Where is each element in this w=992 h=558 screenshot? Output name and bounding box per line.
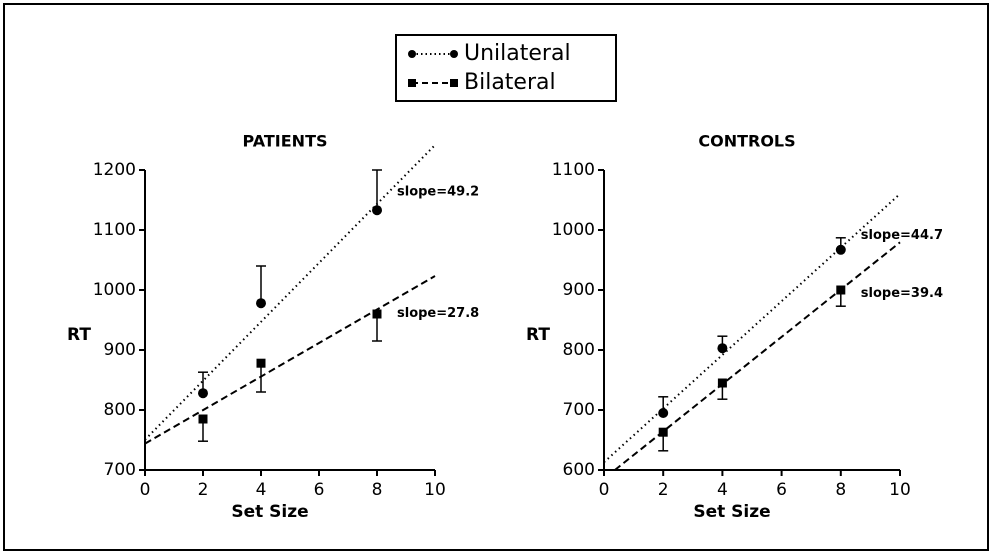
legend-marker xyxy=(450,79,458,87)
x-tick-label: 4 xyxy=(717,480,728,500)
fit-line xyxy=(614,241,901,471)
slope-label: slope=49.2 xyxy=(397,184,479,199)
chart-title: PATIENTS xyxy=(242,132,327,151)
point xyxy=(658,427,668,437)
y-tick-label: 1100 xyxy=(552,160,595,180)
x-tick-label: 8 xyxy=(372,480,383,500)
subplot: 600 700 800 900 1000 1100 0 2 4 6 8 10 CONTROLS Set S… xyxy=(526,132,943,523)
legend: Unilateral Bilateral xyxy=(395,34,617,102)
y-tick-label: 1100 xyxy=(93,220,136,240)
x-tick-label: 2 xyxy=(658,480,669,500)
point xyxy=(198,414,208,424)
x-tick-label: 10 xyxy=(424,480,446,500)
y-tick-label: 600 xyxy=(563,460,595,480)
frame xyxy=(3,3,989,551)
point xyxy=(256,298,266,309)
y-tick-label: 900 xyxy=(104,340,136,360)
slope-label: slope=39.4 xyxy=(861,286,943,301)
point xyxy=(256,358,266,368)
y-axis-label: RT xyxy=(67,325,91,345)
x-tick-label: 0 xyxy=(599,480,610,500)
slope-label: slope=27.8 xyxy=(397,306,479,321)
point xyxy=(836,285,846,295)
legend-marker xyxy=(408,79,416,87)
point xyxy=(717,343,728,354)
y-tick-label: 700 xyxy=(104,460,136,480)
legend-marker xyxy=(408,50,416,58)
x-axis-label: Set Size xyxy=(693,502,770,522)
fit-line xyxy=(144,144,436,441)
x-tick-label: 6 xyxy=(776,480,787,500)
y-tick-label: 1000 xyxy=(552,220,595,240)
y-tick-label: 700 xyxy=(563,400,595,420)
fit-line xyxy=(144,275,436,445)
y-tick-label: 800 xyxy=(104,400,136,420)
subplot: 700 800 900 1000 1100 1200 0 2 4 6 8 10 PATIENTS Set … xyxy=(67,132,479,523)
fit-line xyxy=(603,193,901,463)
slope-label: slope=44.7 xyxy=(861,228,943,243)
chart-title: CONTROLS xyxy=(698,132,795,151)
point xyxy=(658,408,669,418)
y-tick-label: 900 xyxy=(563,280,595,300)
x-tick-label: 6 xyxy=(314,480,325,500)
point xyxy=(835,244,846,255)
x-tick-label: 0 xyxy=(140,480,151,500)
legend-label: Unilateral xyxy=(464,41,571,66)
legend-box xyxy=(395,34,617,102)
x-tick-label: 4 xyxy=(256,480,267,500)
point xyxy=(198,388,208,399)
x-axis-label: Set Size xyxy=(231,502,308,522)
y-tick-label: 1000 xyxy=(93,280,136,300)
legend-label: Bilateral xyxy=(464,70,556,95)
point xyxy=(372,309,382,319)
y-tick-label: 800 xyxy=(563,340,595,360)
point xyxy=(372,205,382,216)
y-axis-label: RT xyxy=(526,325,550,345)
point xyxy=(717,378,727,388)
legend-marker xyxy=(450,50,458,58)
x-tick-label: 2 xyxy=(198,480,209,500)
x-tick-label: 10 xyxy=(889,480,911,500)
x-tick-label: 8 xyxy=(835,480,846,500)
y-tick-label: 1200 xyxy=(93,160,136,180)
